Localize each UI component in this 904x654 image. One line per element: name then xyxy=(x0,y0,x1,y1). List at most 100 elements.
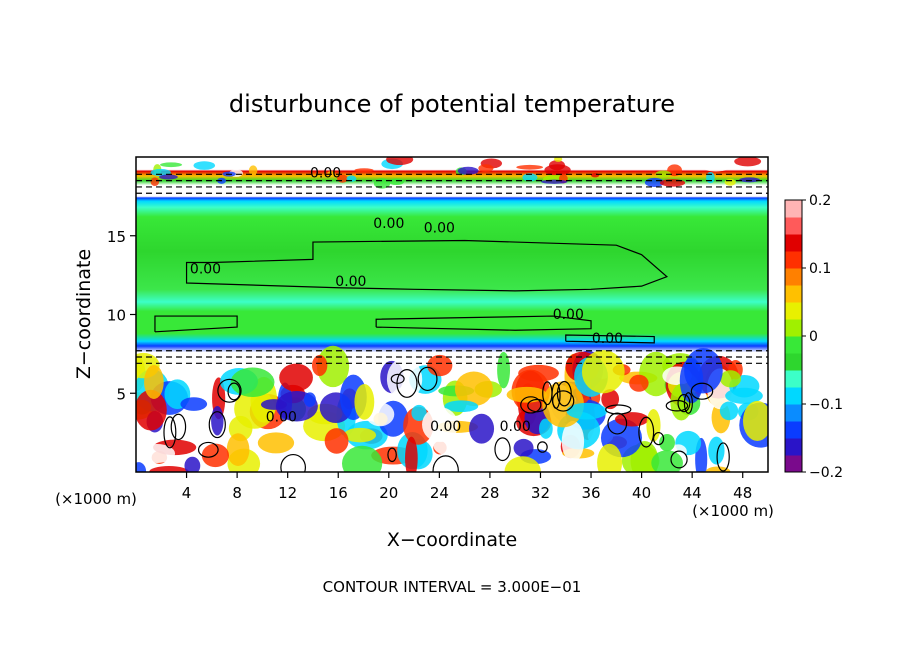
contour-lines xyxy=(136,173,768,472)
turbulence-blob xyxy=(497,351,511,389)
colorbar-swatch xyxy=(785,285,802,303)
turbulence-blob xyxy=(601,389,620,410)
upper-blob xyxy=(160,162,183,168)
lower-contour xyxy=(432,455,459,472)
y-tick-label: 5 xyxy=(116,385,126,403)
lower-contour xyxy=(417,366,438,392)
x-tick-label: 24 xyxy=(430,484,449,502)
turbulence-blob xyxy=(725,387,763,404)
upper-blob xyxy=(667,164,683,177)
lower-contour xyxy=(208,411,226,439)
zero-contour xyxy=(185,239,669,292)
upper-blob xyxy=(522,173,538,182)
x-tick-label: 4 xyxy=(182,484,192,502)
turbulence-blob xyxy=(444,400,479,413)
colorbar-swatch xyxy=(785,302,802,320)
turbulence-blob xyxy=(469,413,495,444)
turbulence-blob xyxy=(136,462,147,472)
lower-contour xyxy=(652,431,665,446)
contour-label: 0.00 xyxy=(424,221,455,237)
turbulence-blob xyxy=(279,363,313,392)
lower-contour xyxy=(197,441,219,458)
lower-contour xyxy=(551,382,561,409)
lower-contour xyxy=(607,412,628,435)
lower-contour xyxy=(537,441,548,453)
lower-contour xyxy=(605,404,632,415)
turbulence-blob xyxy=(226,433,250,467)
turbulence-blob xyxy=(513,438,534,457)
upper-blob xyxy=(706,172,715,184)
colorbar-swatch xyxy=(785,455,802,473)
upper-blob xyxy=(516,164,544,170)
colorbar-swatch xyxy=(785,217,802,235)
lower-contour xyxy=(690,382,714,400)
lower-contour xyxy=(280,453,306,472)
x-tick-label: 16 xyxy=(329,484,348,502)
x-tick-label: 12 xyxy=(278,484,297,502)
turbulence-blob xyxy=(646,409,661,442)
colorbar-swatch xyxy=(785,421,802,439)
upper-blob xyxy=(150,168,171,177)
colorbar-swatch xyxy=(785,251,802,269)
turbulence-blob xyxy=(257,432,295,454)
turbulence-blob xyxy=(422,407,458,443)
upper-blob xyxy=(388,178,405,186)
y-axis-ticks: 5 10 15 xyxy=(107,228,136,403)
upper-blob xyxy=(478,164,494,173)
turbulence-blob xyxy=(708,436,725,465)
contour-interval-note: CONTOUR INTERVAL = 3.000E−01 xyxy=(323,578,582,596)
x-tick-label: 44 xyxy=(683,484,702,502)
turbulence-blob xyxy=(260,399,288,410)
colorbar-swatch xyxy=(785,438,802,456)
x-unit-right: (×1000 m) xyxy=(692,502,774,520)
colorbar-swatch xyxy=(785,319,802,337)
upper-blob xyxy=(541,179,568,184)
colorbar-tick-label: −0.2 xyxy=(809,465,843,481)
colorbar-swatch xyxy=(785,370,802,388)
upper-blob xyxy=(386,157,414,166)
heatmap-field: 0.00 0.00 0.00 0.00 0.00 0.00 0.00 0.00 0.00 0.00 xyxy=(136,157,768,472)
upper-blob xyxy=(702,161,730,172)
turbulence-blob xyxy=(138,444,176,463)
x-tick-label: 48 xyxy=(733,484,752,502)
upper-blob xyxy=(193,161,216,170)
contour-label: 0.00 xyxy=(190,262,221,278)
turbulence-blob xyxy=(581,350,625,394)
contour-label: 0.00 xyxy=(430,419,461,435)
x-tick-label: 40 xyxy=(632,484,651,502)
turbulence-blob xyxy=(136,389,167,431)
turbulence-blob xyxy=(566,402,608,420)
turbulence-blob xyxy=(454,371,493,407)
colorbar-swatch xyxy=(785,268,802,286)
colorbar-swatch xyxy=(785,200,802,218)
lower-contour xyxy=(390,373,405,384)
lower-contour xyxy=(217,378,242,403)
upper-blob xyxy=(457,166,479,175)
lower-contour xyxy=(638,416,655,448)
lower-contour xyxy=(170,413,187,441)
lower-contour xyxy=(716,442,730,472)
turbulence-blob xyxy=(629,374,649,392)
turbulence-blob xyxy=(144,364,164,399)
upper-blob xyxy=(248,165,258,176)
contour-label: 0.00 xyxy=(553,307,584,323)
turbulence-blob xyxy=(303,392,316,407)
turbulence-blob xyxy=(211,405,224,436)
lower-contour xyxy=(665,399,689,412)
y-tick-label: 10 xyxy=(107,307,126,325)
colorbar-swatch xyxy=(785,353,802,371)
contour-label: 0.00 xyxy=(592,331,623,347)
turbulence-blob xyxy=(405,436,418,472)
colorbar-swatch xyxy=(785,336,802,354)
upper-blob xyxy=(655,170,672,178)
colorbar-tick-label: 0.1 xyxy=(809,261,831,277)
chart-title: disturbunce of potential temperature xyxy=(229,90,675,118)
lower-contour xyxy=(227,382,241,401)
turbulence-blob xyxy=(316,345,350,388)
turbulence-blob xyxy=(324,428,349,454)
contour-labels: 0.00 0.00 0.00 0.00 0.00 0.00 0.00 0.00 0.00 0.00 xyxy=(190,165,623,435)
zero-contour xyxy=(375,315,592,331)
x-axis-label: X−coordinate xyxy=(387,529,517,551)
x-tick-label: 36 xyxy=(581,484,600,502)
